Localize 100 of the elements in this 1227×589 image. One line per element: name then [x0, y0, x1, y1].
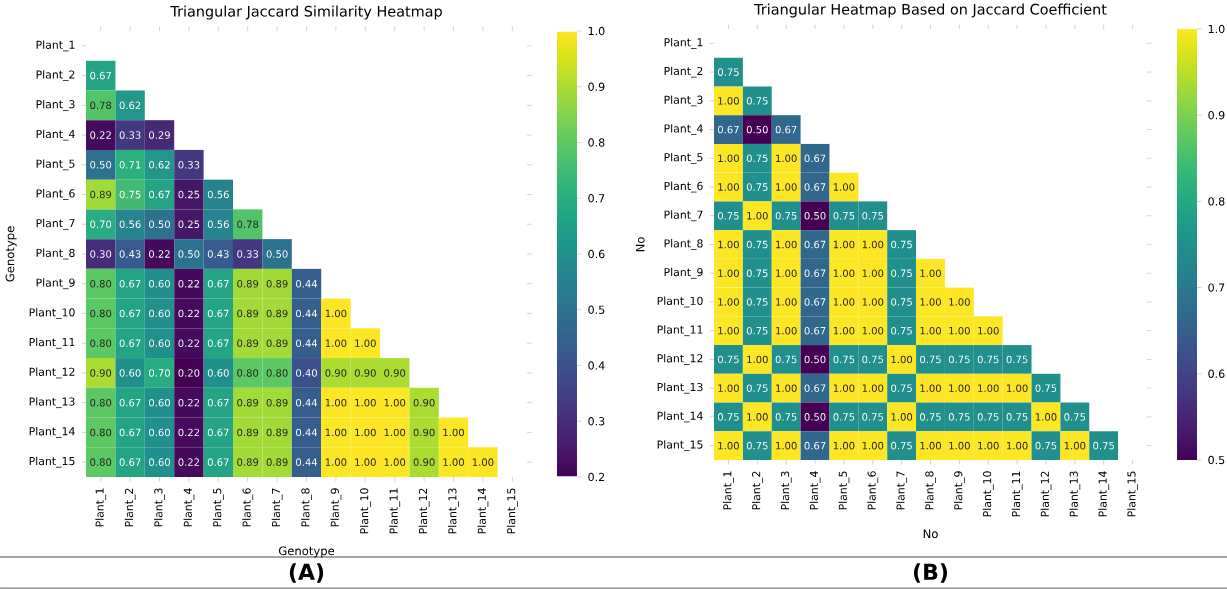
y-tick-label: Plant_3	[664, 95, 703, 107]
data-label: 0.89	[266, 428, 288, 437]
data-label: 1.00	[1035, 413, 1057, 421]
color-bar-label: 0.3	[588, 417, 605, 426]
data-label: 0.22	[178, 309, 200, 318]
data-label: 0.67	[775, 125, 797, 134]
x-tick-label: Plant_13	[1069, 471, 1081, 517]
data-label: 1.00	[325, 398, 347, 407]
data-label: 1.00	[718, 154, 739, 163]
x-tick-label: Plant_10	[982, 471, 994, 517]
data-label: 1.00	[833, 298, 855, 306]
data-label: 0.75	[1035, 384, 1057, 392]
data-label: 0.75	[746, 97, 768, 105]
x-tick-label: Plant_2	[124, 488, 136, 527]
data-label: 0.50	[804, 413, 826, 421]
y-tick-label: Plant_12	[657, 354, 703, 365]
data-label: 1.00	[384, 458, 406, 466]
data-label: 0.43	[207, 250, 229, 258]
y-tick-label: Plant_10	[29, 308, 75, 319]
data-label: 0.44	[296, 458, 318, 466]
data-label: 0.67	[804, 384, 826, 392]
data-label: 0.90	[354, 369, 376, 377]
data-label: 0.75	[977, 413, 999, 421]
data-label: 0.75	[775, 355, 797, 364]
y-tick-label: Plant_4	[36, 129, 75, 141]
data-label: 1.00	[920, 384, 941, 392]
data-label: 0.44	[296, 309, 318, 318]
data-label: 0.56	[207, 220, 229, 229]
data-label: 0.75	[891, 298, 912, 306]
data-label: 0.89	[266, 279, 288, 288]
y-tick-label: Plant_12	[29, 367, 75, 379]
y-axis-title: Genotype	[5, 226, 17, 282]
data-label: 0.50	[804, 355, 826, 364]
data-label: 0.22	[149, 250, 170, 258]
data-label: 0.67	[207, 428, 229, 437]
data-label: 0.75	[775, 413, 797, 421]
y-tick-label: Plant_11	[29, 337, 75, 349]
data-label: 1.00	[891, 355, 913, 364]
data-label: 0.22	[178, 428, 200, 437]
x-tick-label: Plant_9	[953, 471, 965, 510]
data-label: 1.00	[833, 326, 855, 335]
color-bar-label: 0.8	[588, 138, 605, 147]
x-tick-label: Plant_4	[183, 488, 195, 527]
data-label: 1.00	[891, 413, 913, 421]
data-label: 0.75	[746, 384, 768, 392]
data-label: 0.75	[717, 413, 739, 421]
x-tick-label: Plant_8	[301, 488, 312, 527]
data-label: 0.75	[1093, 441, 1114, 450]
data-label: 1.00	[443, 458, 464, 466]
x-tick-label: Plant_9	[330, 488, 342, 527]
data-label: 1.00	[325, 339, 347, 347]
data-label: 0.62	[119, 101, 141, 110]
y-tick-label: Plant_11	[657, 325, 703, 337]
x-tick-label: Plant_1	[723, 471, 734, 510]
y-tick-label: Plant_15	[29, 456, 75, 468]
y-tick-label: Plant_9	[36, 278, 75, 290]
data-label: 0.67	[90, 71, 111, 80]
data-label: 0.80	[90, 309, 112, 318]
data-label: 0.90	[325, 369, 347, 377]
x-axis-title: No	[923, 529, 938, 539]
y-tick-label: Plant_4	[664, 124, 703, 135]
data-label: 0.67	[717, 125, 739, 134]
data-label: 1.00	[776, 441, 797, 450]
data-label: 0.43	[119, 250, 141, 258]
data-label: 0.67	[119, 309, 141, 318]
data-label: 0.22	[90, 131, 111, 139]
data-label: 0.75	[833, 355, 855, 364]
data-label: 1.00	[384, 428, 406, 437]
y-tick-label: Plant_10	[657, 296, 703, 308]
data-label: 0.75	[891, 326, 912, 335]
x-tick-label: Plant_15	[506, 488, 518, 534]
data-label: 0.67	[804, 183, 826, 191]
data-label: 1.00	[747, 413, 768, 421]
data-label: 0.20	[178, 369, 200, 377]
data-label: 0.50	[266, 250, 288, 258]
chart-title: Triangular Jaccard Similarity Heatmap	[170, 5, 442, 20]
x-tick-label: Plant_12	[1040, 471, 1052, 517]
data-label: 1.00	[862, 384, 884, 392]
data-label: 0.67	[207, 398, 229, 407]
data-label: 1.00	[718, 326, 739, 335]
data-label: 1.00	[325, 428, 347, 437]
data-label: 1.00	[747, 211, 768, 220]
data-label: 0.67	[207, 458, 229, 466]
data-label: 0.70	[149, 369, 170, 377]
data-label: 0.67	[207, 279, 229, 288]
data-label: 1.00	[776, 240, 797, 249]
data-label: 0.75	[746, 298, 768, 306]
data-label: 0.67	[119, 458, 141, 466]
data-label: 0.44	[296, 279, 318, 288]
data-label: 0.50	[149, 220, 170, 229]
data-label: 0.80	[90, 428, 112, 437]
data-label: 0.67	[804, 240, 826, 249]
data-label: 0.75	[119, 190, 141, 199]
data-label: 1.00	[920, 326, 941, 335]
data-label: 0.50	[178, 250, 200, 258]
data-label: 0.90	[413, 428, 435, 437]
data-label: 1.00	[776, 183, 797, 191]
data-label: 0.25	[178, 190, 200, 199]
data-label: 1.00	[355, 339, 376, 347]
data-label: 1.00	[862, 441, 884, 450]
